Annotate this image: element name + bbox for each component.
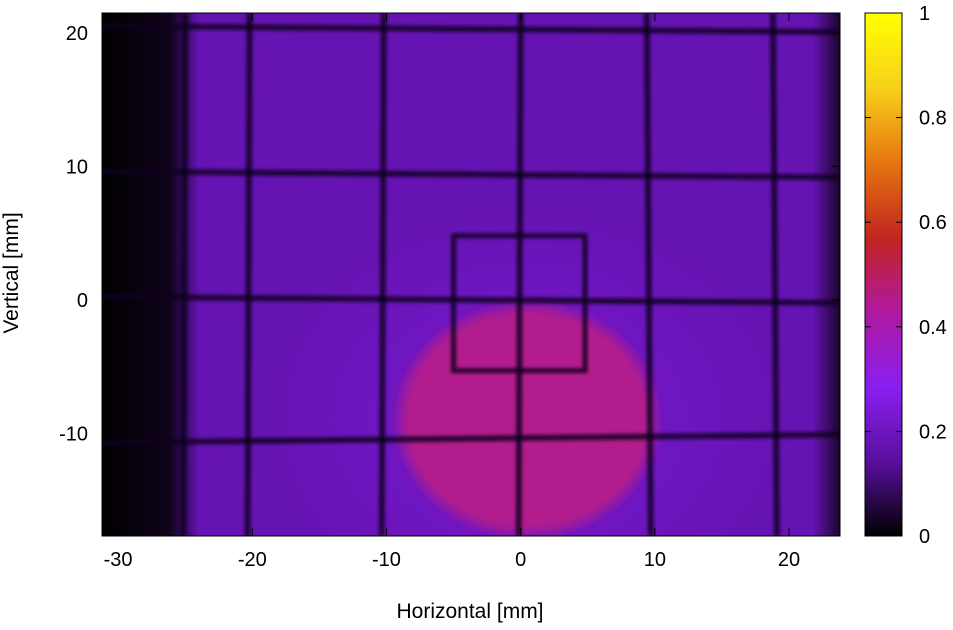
x-tick-label: 10 — [644, 549, 666, 571]
horizontal-wire — [102, 293, 840, 306]
vertical-wire — [378, 13, 387, 536]
y-axis-label: Vertical [mm] — [0, 212, 23, 333]
y-tick-label: -10 — [59, 423, 88, 445]
square-frame — [451, 233, 588, 374]
vertical-wire — [244, 13, 253, 536]
colorbar: 0 0.2 0.4 0.6 0.8 1 — [864, 3, 947, 548]
axes: -30 -20 -10 0 10 20 -10 0 10 20 — [59, 12, 841, 571]
vertical-wire — [643, 13, 654, 536]
x-tick-label: -10 — [372, 549, 401, 571]
vertical-wire — [769, 13, 780, 536]
colorbar-tick-label: 1 — [919, 3, 930, 25]
horizontal-wire — [102, 431, 840, 446]
plot-border — [101, 12, 841, 537]
y-tick-label: 10 — [66, 156, 88, 178]
right-dark-edge — [812, 13, 840, 536]
vertical-wire — [180, 13, 189, 536]
x-tick-label: -20 — [238, 549, 267, 571]
y-tick-label: 20 — [66, 23, 88, 45]
plot-area — [102, 13, 840, 536]
colorbar-tick-label: 0.4 — [919, 317, 947, 339]
colorbar-gradient — [864, 12, 903, 537]
x-axis-label: Horizontal [mm] — [396, 600, 543, 623]
y-tick-label: 0 — [77, 290, 88, 312]
beam-spot — [399, 306, 655, 534]
colorbar-tick-label: 0.2 — [919, 421, 947, 443]
wire-grid — [102, 13, 840, 536]
x-tick-label: -30 — [104, 549, 133, 571]
x-tick-label: 20 — [778, 549, 800, 571]
colorbar-tick-label: 0 — [919, 526, 930, 548]
colorbar-tick-label: 0.6 — [919, 212, 947, 234]
vertical-wire — [515, 13, 524, 536]
colorbar-tick-label: 0.8 — [919, 108, 947, 130]
horizontal-wire — [102, 23, 840, 36]
x-tick-label: 0 — [515, 549, 526, 571]
horizontal-wire — [102, 168, 840, 181]
